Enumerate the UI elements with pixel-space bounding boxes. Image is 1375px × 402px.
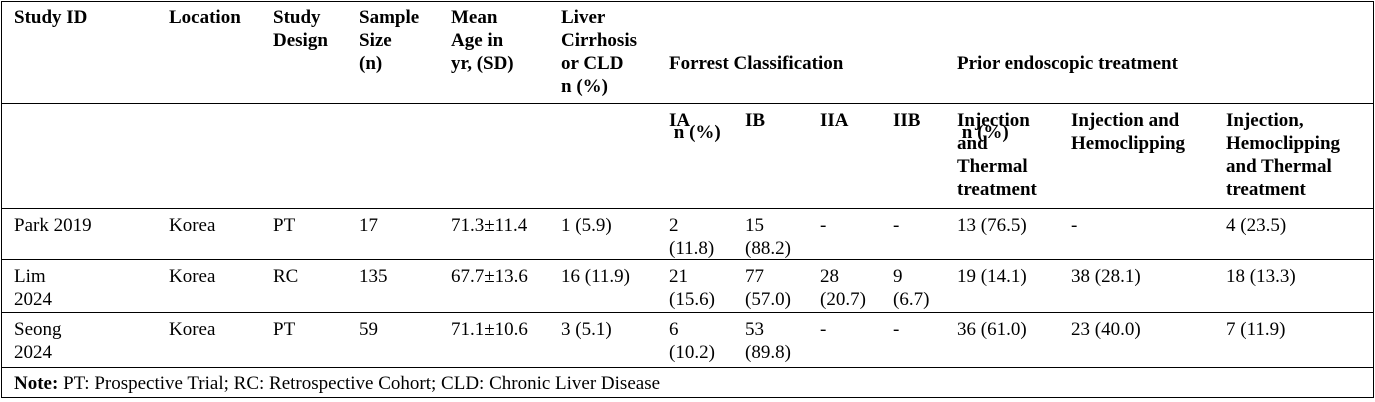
note-label: Note: [14, 373, 59, 394]
subheader-injection-thermal: Injection and Thermal treatment [957, 110, 1037, 200]
cell-liver-cirrhosis: 3 (5.1) [561, 319, 612, 340]
cell-mean-age: 67.7±13.6 [451, 266, 528, 287]
cell-forrest-ib: 15 (88.2) [745, 215, 791, 259]
cell-forrest-iib: - [893, 319, 900, 340]
cell-injection-hemoclipping-thermal: 4 (23.5) [1226, 215, 1287, 236]
header-study-design: Study Design [273, 7, 328, 51]
row-rule [2, 312, 1373, 313]
subheader-iia: IIA [820, 110, 849, 131]
table-note: Note: PT: Prospective Trial; RC: Retrosp… [14, 372, 660, 395]
subheader-ib: IB [745, 110, 766, 131]
header-prior-endoscopic-treatment: Prior endoscopic treatment n (%) [957, 53, 1178, 143]
header-study-id: Study ID [14, 7, 88, 28]
cell-study-id: Lim 2024 [14, 266, 52, 310]
cell-injection-thermal: 19 (14.1) [957, 266, 1027, 287]
cell-sample-size: 17 [359, 215, 378, 236]
cell-location: Korea [169, 266, 216, 287]
cell-injection-thermal: 13 (76.5) [957, 215, 1027, 236]
cell-study-design: PT [273, 319, 296, 340]
cell-mean-age: 71.3±11.4 [451, 215, 528, 236]
cell-injection-hemoclipping-thermal: 18 (13.3) [1226, 266, 1296, 287]
cell-forrest-ib: 53 (89.8) [745, 319, 791, 363]
cell-forrest-iia: 28 (20.7) [820, 266, 866, 310]
subheader-ia: IA [669, 110, 691, 131]
cell-location: Korea [169, 215, 216, 236]
cell-forrest-iia: - [820, 215, 827, 236]
header-location: Location [169, 7, 241, 28]
cell-forrest-ia: 2 (11.8) [669, 215, 715, 259]
header-sample-size: Sample Size (n) [359, 7, 420, 74]
cell-sample-size: 135 [359, 266, 388, 287]
cell-injection-hemoclipping: 38 (28.1) [1071, 266, 1141, 287]
header-liver-cirrhosis: Liver Cirrhosis or CLD n (%) [561, 7, 637, 97]
row-rule [2, 259, 1373, 260]
cell-forrest-ia: 6 (10.2) [669, 319, 715, 363]
header-rule [2, 103, 1373, 104]
note-text: PT: Prospective Trial; RC: Retrospective… [58, 373, 661, 394]
cell-study-id: Seong 2024 [14, 319, 62, 363]
cell-forrest-iib: - [893, 215, 900, 236]
cell-liver-cirrhosis: 1 (5.9) [561, 215, 612, 236]
cell-study-design: RC [273, 266, 299, 287]
cell-injection-hemoclipping: - [1071, 215, 1078, 236]
cell-location: Korea [169, 319, 216, 340]
note-rule [2, 367, 1373, 368]
cell-injection-hemoclipping: 23 (40.0) [1071, 319, 1141, 340]
cell-forrest-iib: 9 (6.7) [893, 266, 930, 310]
cell-injection-thermal: 36 (61.0) [957, 319, 1027, 340]
subheader-injection-hemoclipping: Injection and Hemoclipping [1071, 110, 1186, 154]
cell-forrest-iia: - [820, 319, 827, 340]
subheader-injection-hemoclipping-thermal: Injection, Hemoclipping and Thermal trea… [1226, 110, 1341, 200]
cell-study-design: PT [273, 215, 296, 236]
cell-forrest-ia: 21 (15.6) [669, 266, 715, 310]
header-mean-age: Mean Age in yr, (SD) [451, 7, 514, 74]
cell-sample-size: 59 [359, 319, 378, 340]
subheader-iib: IIB [893, 110, 921, 131]
cell-liver-cirrhosis: 16 (11.9) [561, 266, 630, 287]
cell-forrest-ib: 77 (57.0) [745, 266, 791, 310]
cell-study-id: Park 2019 [14, 215, 92, 236]
subheader-rule [2, 208, 1373, 209]
cell-injection-hemoclipping-thermal: 7 (11.9) [1226, 319, 1286, 340]
cell-mean-age: 71.1±10.6 [451, 319, 528, 340]
header-forrest-classification: Forrest Classification n (%) [669, 53, 844, 143]
